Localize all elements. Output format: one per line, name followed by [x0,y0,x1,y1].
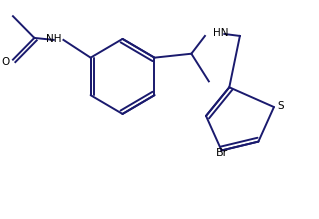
Text: Br: Br [215,148,228,158]
Text: O: O [2,57,10,67]
Text: S: S [278,101,285,111]
Text: NH: NH [46,34,62,44]
Text: HN: HN [213,28,228,38]
